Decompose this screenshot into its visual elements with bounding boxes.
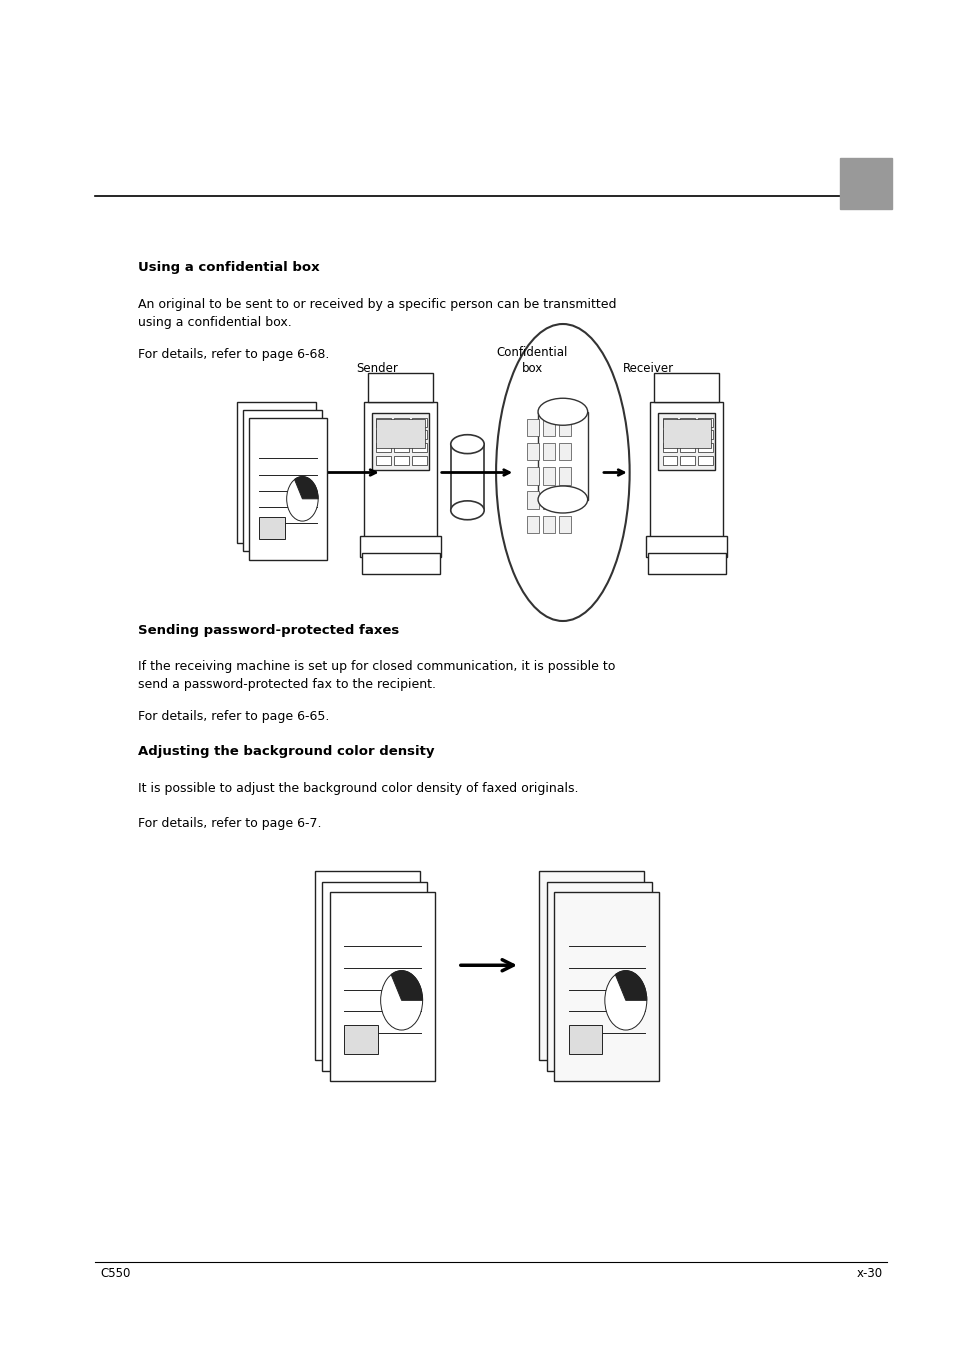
Bar bbox=[542, 443, 555, 460]
FancyBboxPatch shape bbox=[243, 410, 321, 551]
Bar bbox=[654, 373, 719, 402]
Bar bbox=[661, 455, 677, 464]
Bar bbox=[412, 455, 426, 464]
Bar bbox=[394, 443, 408, 452]
Bar bbox=[526, 467, 538, 485]
Bar bbox=[698, 455, 712, 464]
Bar bbox=[344, 1025, 377, 1054]
Text: Receiver: Receiver bbox=[622, 362, 674, 375]
Bar bbox=[368, 373, 433, 402]
Bar bbox=[646, 536, 726, 556]
Wedge shape bbox=[391, 971, 422, 1000]
Text: Sender: Sender bbox=[355, 362, 397, 375]
Bar bbox=[364, 402, 436, 539]
Bar bbox=[542, 491, 555, 509]
Circle shape bbox=[380, 971, 422, 1030]
Bar bbox=[450, 444, 483, 510]
Bar bbox=[537, 412, 587, 500]
Ellipse shape bbox=[537, 398, 587, 425]
Bar bbox=[558, 443, 571, 460]
Bar bbox=[658, 413, 715, 470]
Text: x-30: x-30 bbox=[856, 1266, 882, 1280]
Bar bbox=[375, 418, 424, 448]
Bar bbox=[394, 431, 408, 440]
Bar bbox=[661, 431, 677, 440]
Bar bbox=[698, 431, 712, 440]
Text: For details, refer to page 6-65.: For details, refer to page 6-65. bbox=[138, 710, 330, 724]
FancyBboxPatch shape bbox=[538, 871, 643, 1060]
Bar bbox=[375, 417, 391, 427]
Bar bbox=[526, 491, 538, 509]
Circle shape bbox=[286, 477, 317, 521]
Bar bbox=[412, 431, 426, 440]
Bar bbox=[375, 455, 391, 464]
FancyBboxPatch shape bbox=[546, 882, 651, 1071]
Circle shape bbox=[604, 971, 646, 1030]
Bar bbox=[394, 455, 408, 464]
Bar bbox=[679, 443, 694, 452]
Bar bbox=[558, 467, 571, 485]
FancyBboxPatch shape bbox=[554, 892, 659, 1081]
Text: Using a confidential box: Using a confidential box bbox=[138, 261, 319, 274]
Bar bbox=[647, 554, 725, 574]
Ellipse shape bbox=[450, 435, 483, 454]
Text: Confidential
box: Confidential box bbox=[497, 347, 567, 375]
Bar bbox=[542, 467, 555, 485]
Bar bbox=[558, 491, 571, 509]
Bar bbox=[558, 418, 571, 436]
Text: Adjusting the background color density: Adjusting the background color density bbox=[138, 745, 435, 759]
FancyBboxPatch shape bbox=[314, 871, 419, 1060]
Text: Sending password-protected faxes: Sending password-protected faxes bbox=[138, 624, 399, 637]
Bar bbox=[839, 158, 891, 209]
Bar bbox=[359, 536, 440, 556]
Bar bbox=[412, 443, 426, 452]
Bar bbox=[661, 418, 710, 448]
Bar bbox=[568, 1025, 601, 1054]
Bar bbox=[679, 455, 694, 464]
FancyBboxPatch shape bbox=[249, 418, 327, 559]
Bar bbox=[361, 554, 439, 574]
Bar bbox=[526, 516, 538, 533]
FancyBboxPatch shape bbox=[330, 892, 435, 1081]
Ellipse shape bbox=[537, 486, 587, 513]
Text: C550: C550 bbox=[100, 1266, 131, 1280]
Bar bbox=[679, 431, 694, 440]
Bar bbox=[375, 443, 391, 452]
Text: It is possible to adjust the background color density of faxed originals.: It is possible to adjust the background … bbox=[138, 782, 578, 795]
Text: For details, refer to page 6-68.: For details, refer to page 6-68. bbox=[138, 348, 330, 362]
Bar bbox=[650, 402, 722, 539]
FancyBboxPatch shape bbox=[237, 402, 315, 544]
Text: For details, refer to page 6-7.: For details, refer to page 6-7. bbox=[138, 817, 321, 830]
Bar bbox=[526, 443, 538, 460]
Text: If the receiving machine is set up for closed communication, it is possible to
s: If the receiving machine is set up for c… bbox=[138, 660, 615, 691]
Bar bbox=[375, 431, 391, 440]
Ellipse shape bbox=[496, 324, 629, 621]
Bar bbox=[372, 413, 429, 470]
Wedge shape bbox=[615, 971, 646, 1000]
Ellipse shape bbox=[450, 501, 483, 520]
Bar bbox=[412, 417, 426, 427]
Bar bbox=[542, 418, 555, 436]
Bar bbox=[526, 418, 538, 436]
Bar bbox=[698, 417, 712, 427]
Bar bbox=[698, 443, 712, 452]
Bar bbox=[259, 517, 284, 539]
Bar bbox=[542, 516, 555, 533]
FancyBboxPatch shape bbox=[322, 882, 427, 1071]
Bar bbox=[661, 417, 677, 427]
Bar bbox=[661, 443, 677, 452]
Text: An original to be sent to or received by a specific person can be transmitted
us: An original to be sent to or received by… bbox=[138, 298, 617, 329]
Wedge shape bbox=[294, 477, 318, 498]
Bar bbox=[558, 516, 571, 533]
Bar bbox=[394, 417, 408, 427]
Bar bbox=[679, 417, 694, 427]
